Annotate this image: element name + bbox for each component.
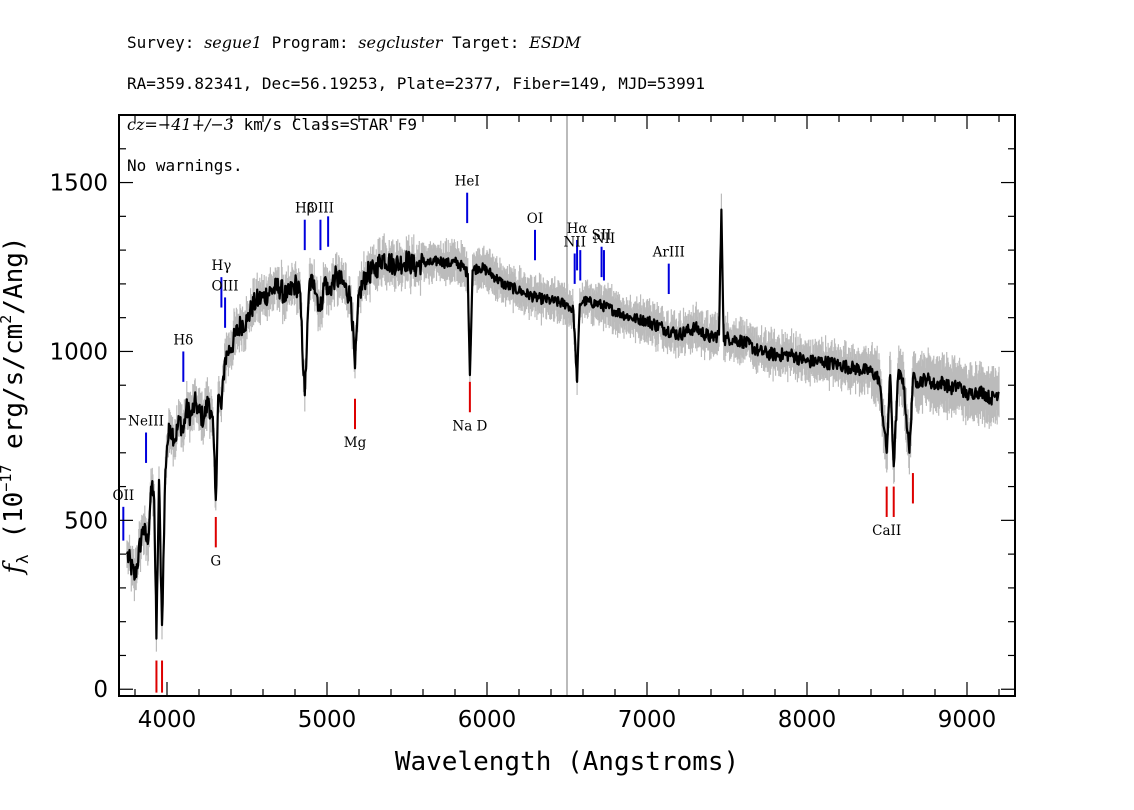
x-tick-label: 8000 [778, 707, 837, 733]
header-line-1: Survey: segue1 Program: segcluster Targe… [127, 33, 705, 54]
emission-line-label: OII [112, 488, 134, 504]
emission-line-label: Hδ [173, 332, 193, 348]
y-tick-label: 1000 [49, 339, 108, 365]
emission-line-label: Hγ [211, 258, 231, 274]
x-tick-label: 9000 [938, 707, 997, 733]
axes: 4000 5000 6000 7000 8000 9000 0 500 1000 1500 [49, 114, 1016, 733]
emission-line-label: OIII [212, 278, 239, 294]
x-tick-label: 4000 [138, 707, 197, 733]
spectrum-header: Survey: segue1 Program: segcluster Targe… [127, 12, 705, 197]
emission-line-label: SII [592, 228, 612, 244]
y-tick-label: 500 [64, 508, 108, 534]
emission-line-label: ArIII [652, 245, 685, 261]
x-tick-label: 6000 [458, 707, 517, 733]
y-title-text1: (10 [0, 492, 29, 555]
emission-line-label: NeIII [128, 414, 164, 430]
absorption-line-label: Mg [344, 435, 367, 451]
y-tick-label: 1500 [49, 171, 108, 197]
header-line-3: cz=−41+/−3 km/s Class=STAR F9 [127, 115, 705, 136]
y-title-sup2: 2 [0, 315, 15, 324]
emission-line-label: OIII [307, 201, 334, 217]
y-title-text2: erg/s/cm [0, 324, 29, 465]
x-axis-title: Wavelength (Angstroms) [395, 747, 739, 777]
header-line-4: No warnings. [127, 155, 243, 175]
absorption-line-label: Na D [452, 418, 487, 434]
error-envelope [126, 193, 1000, 652]
emission-line-label: NII [563, 234, 585, 250]
svg-text:fλ (10−17 erg/s/cm2/Ang): fλ (10−17 erg/s/cm2/Ang) [0, 236, 32, 575]
y-title-sub: λ [13, 554, 32, 564]
y-title-sup1: −17 [0, 465, 15, 492]
target-value: ESDM [529, 32, 581, 52]
emission-line-label: Hβ [295, 201, 315, 217]
y-tick-label: 0 [93, 677, 108, 703]
emission-line-label: Hα [567, 221, 588, 237]
emission-line-label: HeI [455, 174, 480, 190]
emission-line-label: OI [527, 211, 543, 227]
plot-frame [118, 114, 1016, 697]
target-label: Target: [452, 32, 520, 52]
plot-area [122, 115, 1000, 696]
cz-value: −41+/−3 [157, 114, 234, 134]
header-line-2: RA=359.82341, Dec=56.19253, Plate=2377, … [127, 73, 705, 93]
absorption-line-label: CaII [872, 523, 901, 539]
program-value: segcluster [358, 32, 443, 52]
program-label: Program: [271, 32, 349, 52]
emission-line-label: NII [593, 231, 615, 247]
flux-line [125, 208, 1000, 640]
x-tick-label: 5000 [298, 707, 357, 733]
absorption-line-label: G [210, 553, 221, 569]
survey-value: segue1 [204, 32, 262, 52]
x-tick-label: 7000 [618, 707, 677, 733]
y-axis-title: fλ (10−17 erg/s/cm2/Ang) [0, 236, 32, 575]
y-title-text3: /Ang) [0, 236, 29, 314]
survey-label: Survey: [127, 32, 195, 52]
cz-units: km/s Class=STAR F9 [233, 114, 417, 134]
